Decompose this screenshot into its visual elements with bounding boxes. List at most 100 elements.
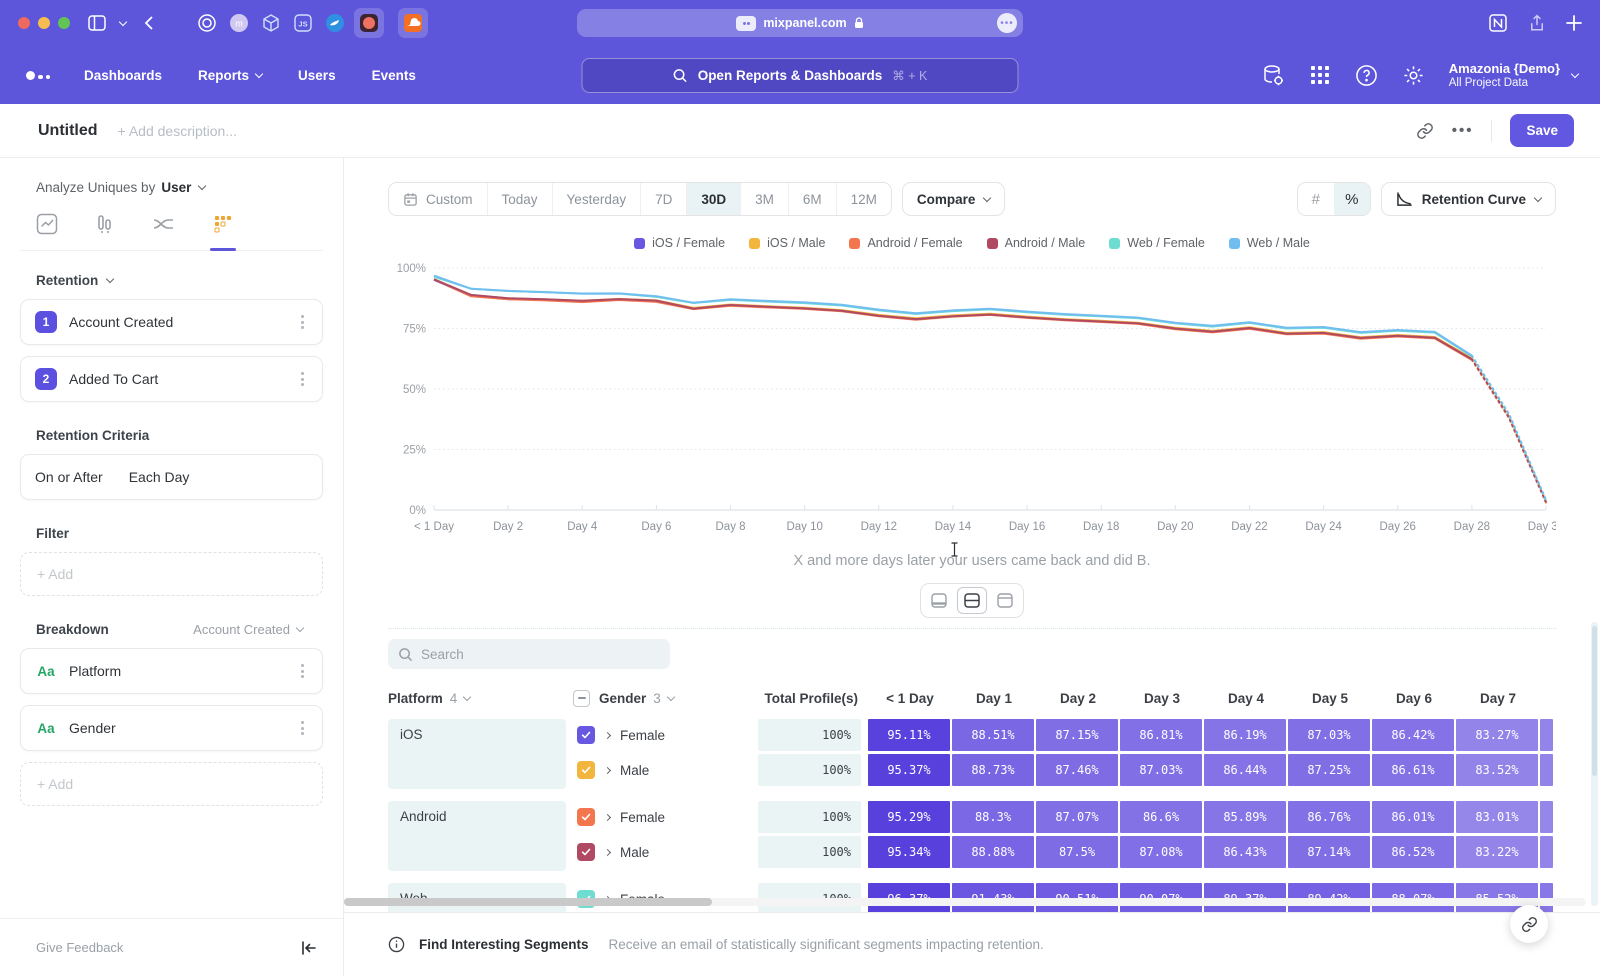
find-segments-link[interactable]: Find Interesting Segments [419, 937, 589, 952]
apps-grid-icon[interactable] [1309, 64, 1331, 86]
collapse-sidebar-icon[interactable] [301, 941, 317, 955]
sidebar-toggle-icon[interactable] [84, 10, 110, 36]
series-checkbox[interactable] [577, 726, 595, 744]
step-event-name[interactable]: Account Created [69, 314, 173, 330]
more-menu-icon[interactable]: ••• [1452, 122, 1474, 139]
cube-icon[interactable] [258, 10, 284, 36]
retention-step-card[interactable]: 1 Account Created [20, 299, 323, 345]
criteria-card[interactable]: On or After Each Day [20, 454, 323, 500]
retention-cell[interactable]: 86.61% [1372, 754, 1454, 786]
address-bar[interactable]: mixpanel.com ••• [577, 9, 1023, 37]
extensions-icon[interactable]: ••• [997, 13, 1017, 33]
series-checkbox[interactable] [577, 843, 595, 861]
day-column-header[interactable]: Day 3 [1120, 691, 1204, 706]
range-12m[interactable]: 12M [837, 183, 891, 215]
chart-only-view-button[interactable] [924, 587, 954, 614]
retention-cell[interactable]: 86.19% [1204, 719, 1286, 751]
retention-cell[interactable]: 83.22% [1456, 836, 1538, 868]
tab-insights[interactable] [36, 213, 58, 250]
filter-add-button[interactable]: + Add [20, 552, 323, 596]
retention-cell[interactable]: 95.11% [868, 719, 950, 751]
retention-cell[interactable]: 86.44% [1204, 754, 1286, 786]
step-event-name[interactable]: Added To Cart [69, 371, 158, 387]
series-checkbox[interactable] [577, 761, 595, 779]
retention-cell[interactable]: 87.14% [1288, 836, 1370, 868]
retention-cell[interactable]: 88.3% [952, 801, 1034, 833]
chevron-down-icon[interactable] [116, 10, 130, 36]
series-checkbox[interactable] [577, 808, 595, 826]
retention-cell[interactable]: 83.27% [1456, 719, 1538, 751]
retention-cell[interactable]: 95.29% [868, 801, 950, 833]
legend-item[interactable]: iOS / Male [749, 236, 825, 250]
retention-cell[interactable]: 95.37% [868, 754, 950, 786]
retention-section-header[interactable]: Retention [20, 273, 323, 288]
range-today[interactable]: Today [488, 183, 553, 215]
close-window-button[interactable] [18, 17, 30, 29]
breakdown-card[interactable]: Aa Gender [20, 705, 323, 751]
gender-column-header[interactable]: Gender 3 [573, 690, 758, 707]
legend-item[interactable]: Android / Male [987, 236, 1086, 250]
vertical-scrollbar[interactable] [1591, 622, 1598, 906]
pocket-icon[interactable] [354, 8, 384, 38]
mixpanel-logo[interactable] [26, 71, 50, 80]
retention-cell[interactable]: 88.88% [952, 836, 1034, 868]
retention-cell[interactable]: 86.52% [1372, 836, 1454, 868]
give-feedback-link[interactable]: Give Feedback [36, 940, 123, 955]
retention-cell[interactable]: 83.52% [1456, 754, 1538, 786]
breakdown-add-button[interactable]: + Add [20, 762, 323, 806]
day-column-header[interactable]: Day 6 [1372, 691, 1456, 706]
kebab-menu-icon[interactable] [297, 660, 308, 682]
expand-chevron-icon[interactable] [604, 731, 611, 738]
kebab-menu-icon[interactable] [297, 311, 308, 333]
js-icon[interactable]: JS [290, 10, 316, 36]
analyze-entity-select[interactable]: User [161, 180, 191, 195]
nav-reports[interactable]: Reports [198, 68, 262, 83]
tab-funnels[interactable] [94, 213, 116, 250]
breakdown-card[interactable]: Aa Platform [20, 648, 323, 694]
percent-format-button[interactable]: % [1334, 183, 1370, 215]
soundcloud-icon[interactable] [398, 8, 428, 38]
split-view-button[interactable] [957, 587, 987, 614]
retention-cell[interactable]: 86.01% [1372, 801, 1454, 833]
settings-gear-icon[interactable] [1402, 64, 1425, 87]
window-controls[interactable] [18, 17, 70, 29]
retention-cell[interactable]: 87.07% [1036, 801, 1118, 833]
platform-column-header[interactable]: Platform 4 [388, 691, 573, 706]
tab-flows[interactable] [152, 213, 176, 250]
retention-cell[interactable]: 85.89% [1204, 801, 1286, 833]
minimize-window-button[interactable] [38, 17, 50, 29]
range-30d[interactable]: 30D [687, 183, 741, 215]
legend-item[interactable]: iOS / Female [634, 236, 725, 250]
retention-cell[interactable]: 86.43% [1204, 836, 1286, 868]
retention-cell[interactable]: 87.46% [1036, 754, 1118, 786]
day-column-header[interactable]: Day 7 [1456, 691, 1540, 706]
range-custom[interactable]: Custom [389, 183, 488, 215]
legend-item[interactable]: Web / Female [1109, 236, 1205, 250]
kebab-menu-icon[interactable] [297, 717, 308, 739]
day-column-header[interactable]: Day 1 [952, 691, 1036, 706]
new-tab-icon[interactable] [1566, 15, 1582, 31]
retention-cell[interactable]: 87.03% [1120, 754, 1202, 786]
expand-chevron-icon[interactable] [604, 848, 611, 855]
day-column-header[interactable]: Day 5 [1288, 691, 1372, 706]
kebab-menu-icon[interactable] [297, 368, 308, 390]
retention-cell[interactable]: 87.5% [1036, 836, 1118, 868]
table-search[interactable] [388, 639, 670, 669]
criteria-frequency[interactable]: Each Day [129, 469, 190, 485]
retention-cell[interactable]: 95.34% [868, 836, 950, 868]
retention-cell[interactable]: 86.76% [1288, 801, 1370, 833]
legend-item[interactable]: Android / Female [849, 236, 962, 250]
retention-cell[interactable]: 88.73% [952, 754, 1034, 786]
share-icon[interactable] [1528, 13, 1546, 33]
target-icon[interactable] [194, 10, 220, 36]
range-6m[interactable]: 6M [789, 183, 837, 215]
select-all-checkbox[interactable] [573, 690, 590, 707]
retention-cell[interactable]: 87.03% [1288, 719, 1370, 751]
legend-item[interactable]: Web / Male [1229, 236, 1310, 250]
retention-cell[interactable]: 87.08% [1120, 836, 1202, 868]
compare-button[interactable]: Compare [902, 182, 1006, 216]
share-link-button[interactable] [1510, 905, 1548, 943]
range-yesterday[interactable]: Yesterday [553, 183, 642, 215]
horizontal-scrollbar[interactable] [344, 898, 1586, 906]
table-search-input[interactable] [421, 647, 641, 662]
